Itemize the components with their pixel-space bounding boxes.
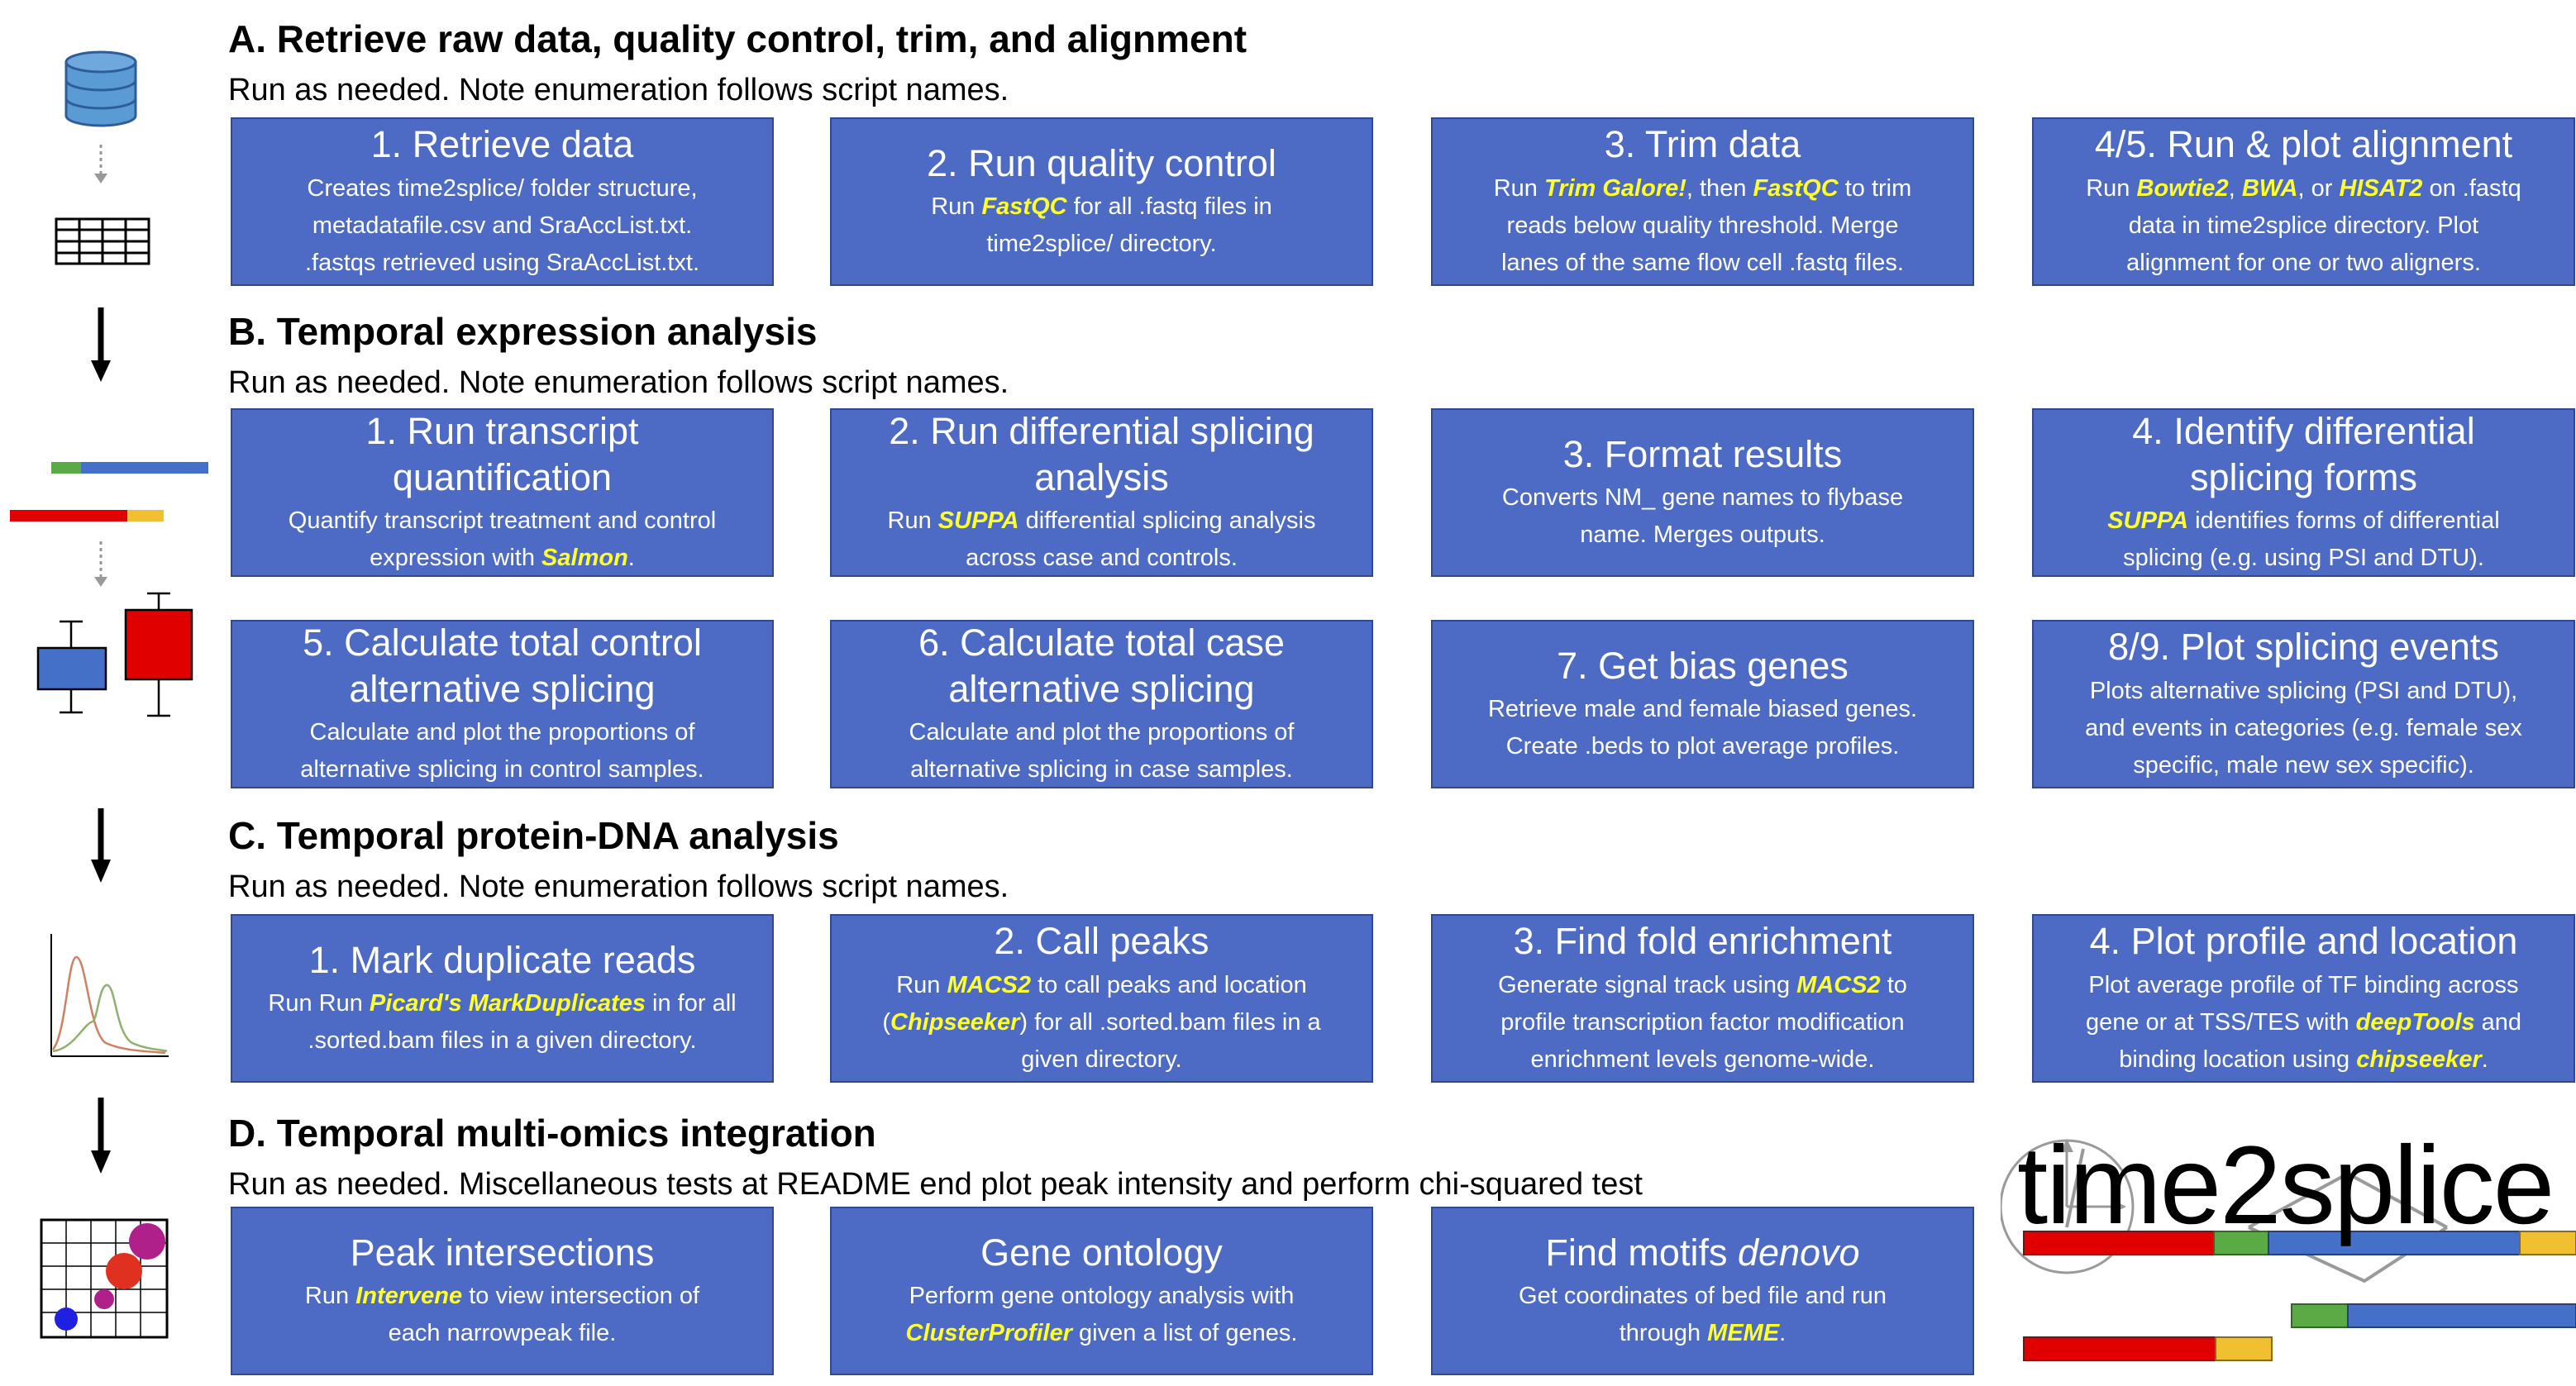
tool-name: BWA	[2241, 174, 2298, 202]
box-plot-splicing-events[interactable]: 8/9. Plot splicing events Plots alternat…	[2032, 620, 2575, 788]
box-description: Plots alternative splicing (PSI and DTU)…	[2085, 677, 2522, 779]
box-description: Calculate and plot the proportions of al…	[909, 719, 1295, 783]
box-description: Run Intervene to view intersection of ea…	[304, 1283, 700, 1347]
box-title: 1. Run transcript quantification	[365, 409, 639, 499]
boxplot-icon	[36, 592, 193, 717]
box-description: Plot average profile of TF binding acros…	[2085, 971, 2522, 1073]
tool-name: Intervene	[355, 1283, 463, 1310]
workflow-icon-column	[10, 50, 208, 1339]
box-title: 4. Plot profile and location	[2089, 920, 2518, 963]
box-title: 4. Identify differential splicing forms	[2132, 409, 2475, 499]
section-c-subtitle: Run as needed. Note enumeration follows …	[228, 869, 1009, 904]
section-b-title: B. Temporal expression analysis	[228, 310, 818, 353]
logo-text: time2splice	[2017, 1124, 2555, 1247]
down-arrow-icon	[91, 307, 111, 382]
box-find-motifs[interactable]: Find motifs denovo Get coordinates of be…	[1431, 1207, 1974, 1375]
box-title: 2. Run quality control	[927, 141, 1276, 184]
box-description: Run SUPPA differential splicing analysis…	[887, 507, 1316, 572]
section-a-subtitle: Run as needed. Note enumeration follows …	[228, 73, 1009, 107]
box-control-alternative-splicing[interactable]: 5. Calculate total control alternative sp…	[231, 620, 774, 788]
down-arrow-icon	[91, 808, 111, 883]
tool-name: MEME	[1707, 1320, 1780, 1347]
box-description: Run Bowtie2, BWA, or HISAT2 on .fastq da…	[2086, 174, 2521, 276]
section-b-subtitle: Run as needed. Note enumeration follows …	[228, 365, 1009, 400]
dotted-arrow-icon	[94, 145, 107, 183]
box-plot-profile-location[interactable]: 4. Plot profile and location Plot averag…	[2032, 914, 2575, 1083]
box-mark-duplicates[interactable]: 1. Mark duplicate reads Run Run Picard's…	[231, 914, 774, 1083]
box-title: 3. Trim data	[1604, 123, 1801, 166]
box-title: 1. Mark duplicate reads	[308, 938, 696, 981]
tool-name: chipseeker	[2356, 1045, 2482, 1073]
box-description: Quantify transcript treatment and contro…	[288, 507, 717, 572]
time2splice-logo-graphic	[2001, 1139, 2576, 1361]
box-description: Generate signal track using MACS2 to pro…	[1498, 971, 1907, 1073]
section-a-title: A. Retrieve raw data, quality control, t…	[228, 17, 1247, 60]
dot-plot-icon	[40, 1218, 169, 1339]
tool-name: Trim Galore!	[1543, 174, 1686, 202]
box-format-results[interactable]: 3. Format results Converts NM_ gene name…	[1431, 408, 1974, 577]
box-description: Creates time2splice/ folder structure, m…	[304, 174, 700, 276]
tool-name: Salmon	[541, 545, 628, 572]
tool-name: ClusterProfiler	[905, 1320, 1072, 1347]
tool-name: Chipseeker	[890, 1008, 1020, 1036]
box-description: Perform gene ontology analysis with Clus…	[905, 1283, 1298, 1347]
box-title: 6. Calculate total case alternative splic…	[918, 621, 1285, 711]
box-description: Retrieve male and female biased genes. C…	[1487, 696, 1918, 760]
box-title: 3. Format results	[1562, 432, 1843, 475]
box-peak-intersections[interactable]: Peak intersections Run Intervene to view…	[231, 1207, 774, 1375]
box-description: SUPPA identifies forms of differential s…	[2107, 507, 2500, 572]
tool-name: SUPPA	[2107, 507, 2189, 535]
box-bias-genes[interactable]: 7. Get bias genes Retrieve male and fema…	[1431, 620, 1974, 788]
section-d-subtitle: Run as needed. Miscellaneous tests at RE…	[228, 1167, 1643, 1202]
table-icon	[55, 217, 150, 265]
box-case-alternative-splicing[interactable]: 6. Calculate total case alternative splic…	[830, 620, 1373, 788]
down-arrow-icon	[91, 1098, 111, 1174]
gene-bars-icon	[10, 462, 208, 522]
tool-name: FastQC	[981, 193, 1067, 221]
box-title: 7. Get bias genes	[1557, 644, 1849, 687]
tool-name: Bowtie2	[2136, 174, 2229, 202]
box-title: 5. Calculate total control alternative sp…	[303, 621, 702, 711]
dotted-arrow-icon	[94, 541, 107, 587]
box-retrieve-data[interactable]: 1. Retrieve data Creates time2splice/ fo…	[231, 117, 774, 286]
database-icon	[64, 50, 137, 127]
box-title: 8/9. Plot splicing events	[2108, 626, 2499, 669]
box-title: Peak intersections	[350, 1231, 655, 1274]
box-quality-control[interactable]: 2. Run quality control Run FastQC for al…	[830, 117, 1373, 286]
tool-name: MACS2	[1796, 971, 1881, 998]
box-description: Converts NM_ gene names to flybase name.…	[1501, 484, 1904, 549]
box-description: Run Run Picard's MarkDuplicates in for a…	[268, 990, 737, 1055]
box-run-plot-alignment[interactable]: 4/5. Run & plot alignment Run Bowtie2, B…	[2032, 117, 2575, 286]
box-title: 1. Retrieve data	[370, 123, 634, 166]
tool-name: Picard's MarkDuplicates	[369, 990, 646, 1017]
box-title: 2. Call peaks	[994, 920, 1209, 963]
box-title: 3. Find fold enrichment	[1513, 920, 1892, 963]
section-d-title: D. Temporal multi-omics integration	[228, 1112, 876, 1155]
tool-name: deepTools	[2355, 1008, 2475, 1036]
tool-name: FastQC	[1753, 174, 1839, 202]
box-transcript-quantification[interactable]: 1. Run transcript quantification Quantify…	[231, 408, 774, 577]
box-title: 4/5. Run & plot alignment	[2094, 123, 2513, 166]
box-call-peaks[interactable]: 2. Call peaks Run MACS2 to call peaks an…	[830, 914, 1373, 1083]
box-gene-ontology[interactable]: Gene ontology Perform gene ontology anal…	[830, 1207, 1373, 1375]
box-differential-splicing[interactable]: 2. Run differential splicing analysis Run…	[830, 408, 1373, 577]
box-fold-enrichment[interactable]: 3. Find fold enrichment Generate signal …	[1431, 914, 1974, 1083]
box-description: Run MACS2 to call peaks and location (Ch…	[882, 971, 1321, 1073]
box-description: Run FastQC for all .fastq files in time2…	[931, 193, 1272, 258]
box-title: Gene ontology	[980, 1231, 1223, 1274]
box-title: 2. Run differential splicing analysis	[889, 409, 1314, 499]
tool-name: SUPPA	[937, 507, 1019, 535]
peak-curves-icon	[50, 934, 169, 1057]
box-trim-data[interactable]: 3. Trim data Run Trim Galore!, then Fast…	[1431, 117, 1974, 286]
box-description: Get coordinates of bed file and run thro…	[1519, 1283, 1887, 1347]
section-c-title: C. Temporal protein-DNA analysis	[228, 814, 839, 857]
box-identify-splicing-forms[interactable]: 4. Identify differential splicing forms S…	[2032, 408, 2575, 577]
box-description: Run Trim Galore!, then FastQC to trim re…	[1493, 174, 1912, 276]
box-title: Find motifs denovo	[1545, 1231, 1860, 1274]
tool-name: HISAT2	[2339, 174, 2423, 202]
box-description: Calculate and plot the proportions of al…	[300, 719, 704, 783]
tool-name: MACS2	[947, 971, 1032, 998]
